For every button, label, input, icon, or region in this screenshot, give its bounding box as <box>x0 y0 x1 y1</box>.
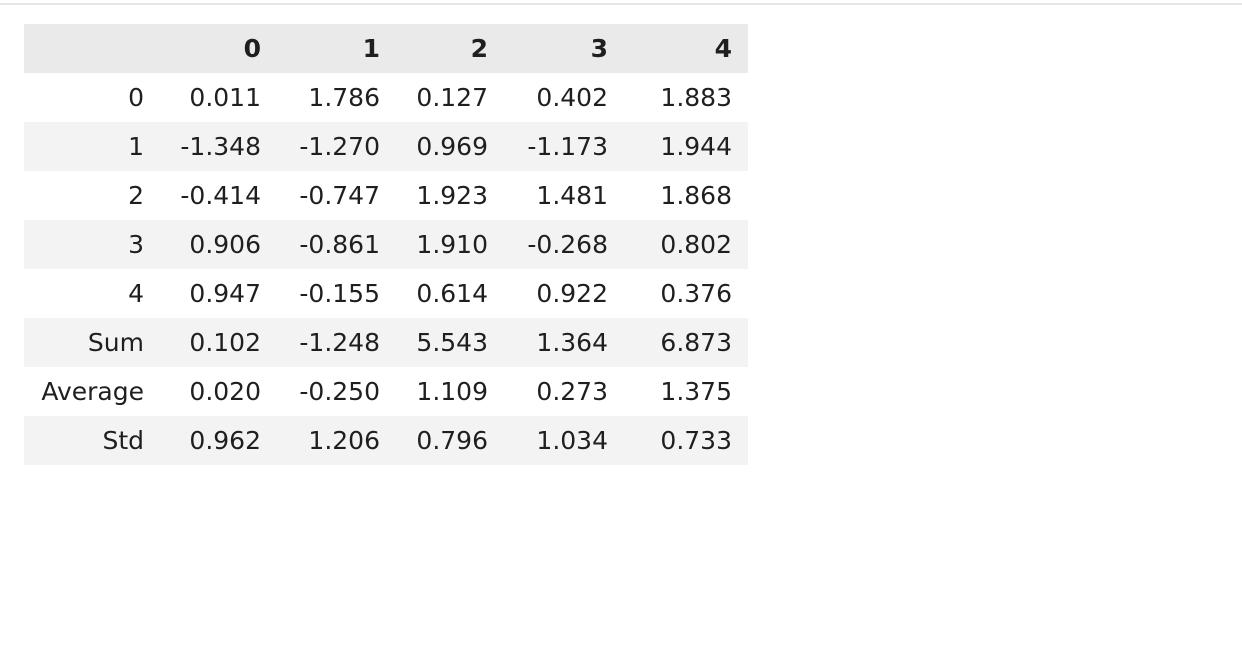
row-label: Average <box>41 377 144 406</box>
table-cell: 1.868 <box>660 181 732 210</box>
table-cell: 0.922 <box>536 279 608 308</box>
table-row-average: Average 0.020 -0.250 1.109 0.273 1.375 <box>24 367 748 416</box>
table-cell: 1.109 <box>416 377 488 406</box>
column-header: 3 <box>504 24 624 73</box>
header-row: 0 1 2 3 4 <box>24 24 748 73</box>
table-cell: 0.796 <box>416 426 488 455</box>
table-cell: 0.969 <box>416 132 488 161</box>
row-label: 4 <box>128 279 144 308</box>
row-label: Std <box>102 426 144 455</box>
index-header <box>24 24 160 73</box>
column-header: 2 <box>396 24 504 73</box>
table-cell: 0.020 <box>189 377 261 406</box>
table-cell: 6.873 <box>660 328 732 357</box>
table-cell: -0.155 <box>299 279 380 308</box>
table-cell: 1.910 <box>416 230 488 259</box>
table-cell: 1.481 <box>536 181 608 210</box>
column-header: 0 <box>160 24 277 73</box>
table-row: 0 0.011 1.786 0.127 0.402 1.883 <box>24 73 748 122</box>
table-body: 0 0.011 1.786 0.127 0.402 1.883 1 -1.348… <box>24 73 748 465</box>
table-cell: 0.614 <box>416 279 488 308</box>
table-cell: 0.376 <box>660 279 732 308</box>
table-cell: 1.034 <box>536 426 608 455</box>
dataframe-output: 0 1 2 3 4 0 0.011 1.786 0.127 0.402 1.88… <box>24 24 748 465</box>
table-cell: 0.962 <box>189 426 261 455</box>
table-cell: -1.173 <box>527 132 608 161</box>
table-row: 2 -0.414 -0.747 1.923 1.481 1.868 <box>24 171 748 220</box>
table-cell: 1.944 <box>660 132 732 161</box>
table-cell: 0.402 <box>536 83 608 112</box>
output-cell-divider <box>0 0 1242 5</box>
table-cell: 0.802 <box>660 230 732 259</box>
table-row-sum: Sum 0.102 -1.248 5.543 1.364 6.873 <box>24 318 748 367</box>
table-cell: 1.883 <box>660 83 732 112</box>
table-cell: 0.273 <box>536 377 608 406</box>
table-cell: -0.250 <box>299 377 380 406</box>
row-label: 1 <box>128 132 144 161</box>
table-cell: -1.248 <box>299 328 380 357</box>
dataframe-table: 0 1 2 3 4 0 0.011 1.786 0.127 0.402 1.88… <box>24 24 748 465</box>
column-header: 1 <box>277 24 396 73</box>
table-cell: 0.947 <box>189 279 261 308</box>
table-cell: -0.747 <box>299 181 380 210</box>
table-row: 3 0.906 -0.861 1.910 -0.268 0.802 <box>24 220 748 269</box>
table-cell: 0.127 <box>416 83 488 112</box>
table-row-std: Std 0.962 1.206 0.796 1.034 0.733 <box>24 416 748 465</box>
table-cell: -1.348 <box>180 132 261 161</box>
table-cell: 1.375 <box>660 377 732 406</box>
table-cell: 5.543 <box>416 328 488 357</box>
table-row: 4 0.947 -0.155 0.614 0.922 0.376 <box>24 269 748 318</box>
table-cell: -0.414 <box>180 181 261 210</box>
table-cell: 1.786 <box>308 83 380 112</box>
table-cell: 1.364 <box>536 328 608 357</box>
table-header: 0 1 2 3 4 <box>24 24 748 73</box>
table-row: 1 -1.348 -1.270 0.969 -1.173 1.944 <box>24 122 748 171</box>
row-label: 0 <box>128 83 144 112</box>
row-label: Sum <box>87 328 144 357</box>
row-label: 3 <box>128 230 144 259</box>
table-cell: -1.270 <box>299 132 380 161</box>
table-cell: 1.206 <box>308 426 380 455</box>
table-cell: 0.906 <box>189 230 261 259</box>
table-cell: -0.268 <box>527 230 608 259</box>
table-cell: 0.102 <box>189 328 261 357</box>
table-cell: -0.861 <box>299 230 380 259</box>
column-header: 4 <box>624 24 748 73</box>
row-label: 2 <box>128 181 144 210</box>
table-cell: 0.011 <box>189 83 261 112</box>
table-cell: 0.733 <box>660 426 732 455</box>
table-cell: 1.923 <box>416 181 488 210</box>
